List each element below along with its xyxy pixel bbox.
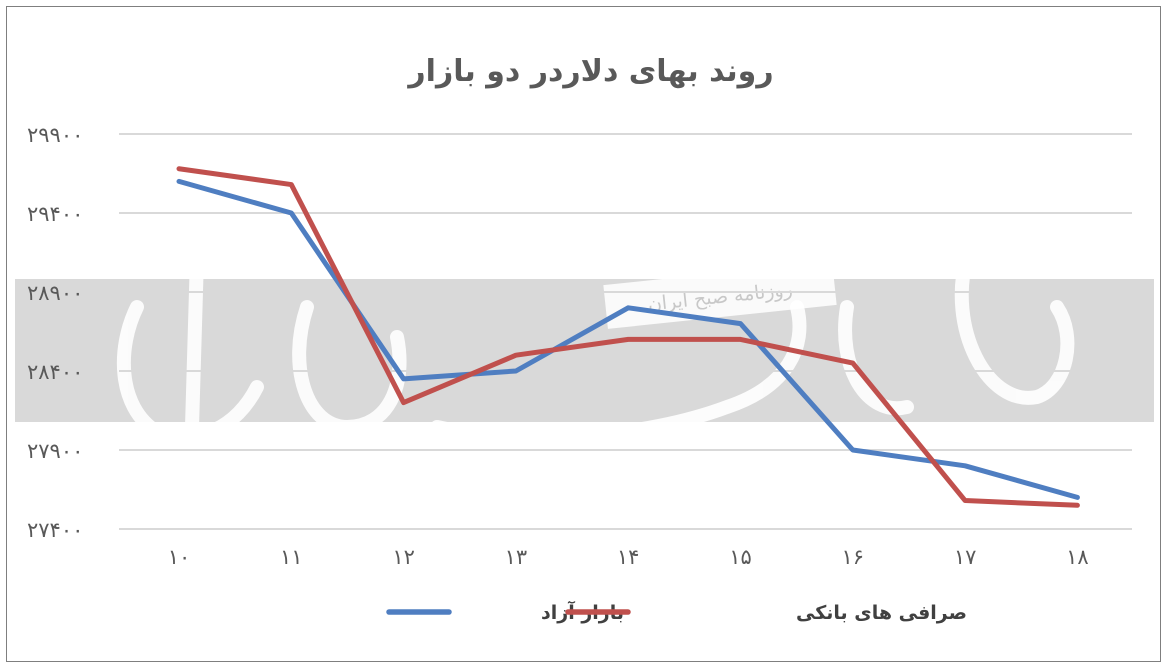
line-chart: روزنامه صبح ایران روند بهای دلاردر دو با… (15, 54, 1154, 624)
x-tick-label: ۱۴ (617, 545, 640, 569)
x-tick-label: ۱۰ (168, 545, 191, 569)
y-tick-label: ۲۷۴۰۰ (27, 518, 83, 542)
chart-title: روند بهای دلاردر دو بازار (406, 54, 773, 89)
x-tick-label: ۱۱ (280, 545, 303, 569)
x-tick-label: ۱۶ (842, 545, 865, 569)
y-tick-label: ۲۸۹۰۰ (27, 281, 83, 305)
y-tick-label: ۲۹۴۰۰ (27, 202, 83, 226)
x-tick-label: ۱۷ (954, 545, 977, 569)
x-tick-label: ۱۵ (729, 545, 752, 569)
legend-label-sarafi-banki: صرافی های بانکی (796, 602, 967, 624)
series-lines (176, 166, 1080, 508)
y-tick-label: ۲۹۹۰۰ (27, 123, 83, 147)
y-tick-label: ۲۷۹۰۰ (27, 439, 83, 463)
x-tick-label: ۱۳ (505, 545, 528, 569)
x-tick-label: ۱۸ (1066, 545, 1089, 569)
x-tick-label: ۱۲ (392, 545, 415, 569)
y-tick-label: ۲۸۴۰۰ (27, 360, 83, 384)
x-axis-labels: ۱۰ ۱۱ ۱۲ ۱۳ ۱۴ ۱۵ ۱۶ ۱۷ ۱۸ (168, 545, 1089, 569)
legend-item-sarafi-banki: صرافی های بانکی (565, 602, 967, 624)
y-axis-labels: ۲۷۴۰۰ ۲۷۹۰۰ ۲۸۴۰۰ ۲۸۹۰۰ ۲۹۴۰۰ ۲۹۹۰۰ (27, 123, 83, 542)
chart-frame: روزنامه صبح ایران روند بهای دلاردر دو با… (6, 6, 1161, 662)
legend: بازار آزاد صرافی های بانکی (386, 600, 967, 624)
